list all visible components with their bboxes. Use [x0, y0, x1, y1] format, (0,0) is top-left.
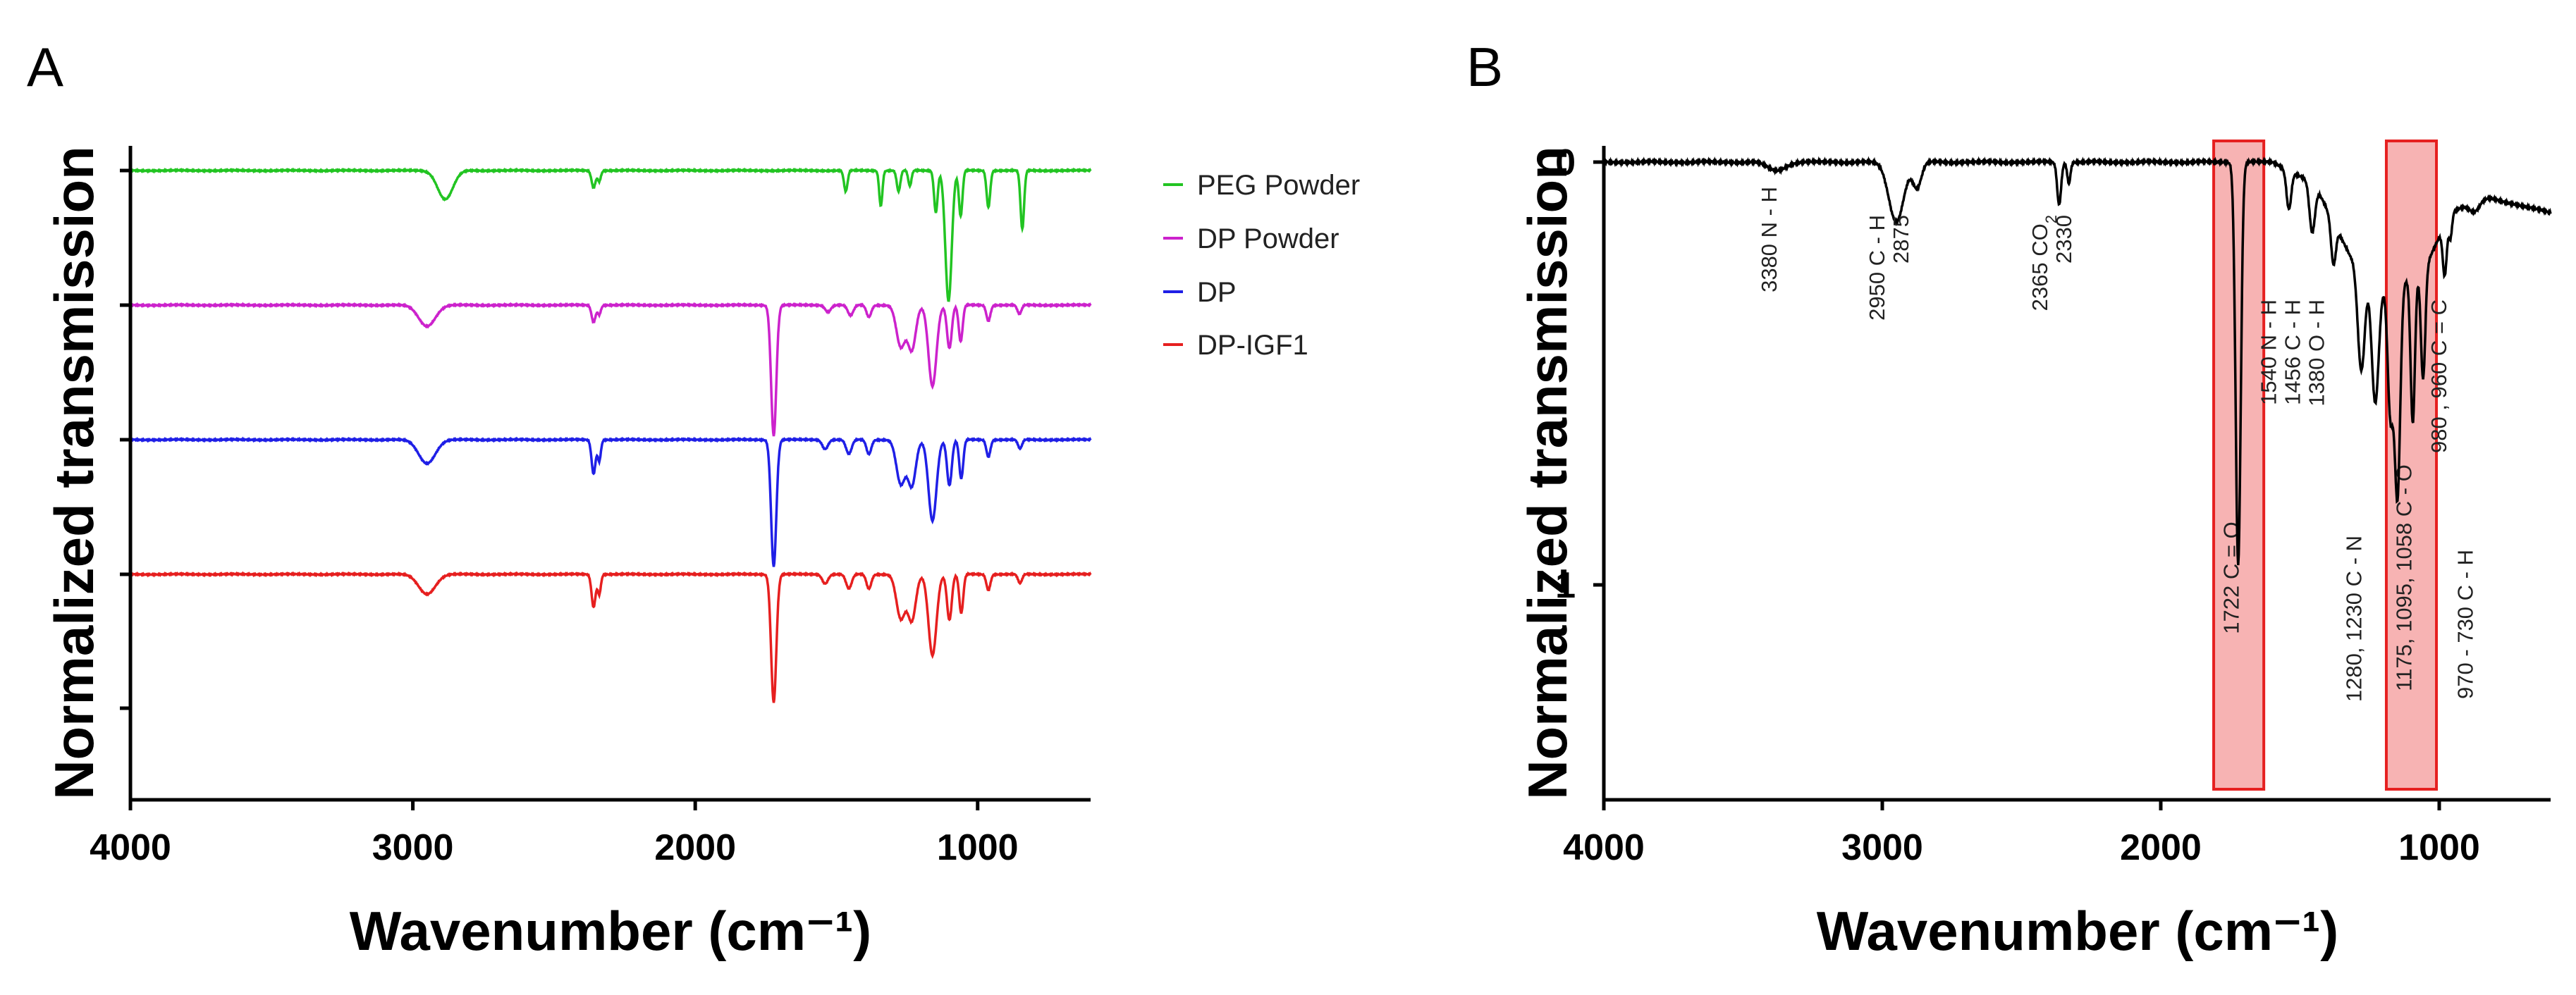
panel-b-x-ticks: 4000 3000 2000 1000	[1563, 800, 2480, 868]
peak-annotation-3-1: 1456 C - H	[2281, 299, 2305, 405]
panel-a-x-ticks: 4000 3000 2000 1000	[90, 800, 1019, 868]
panel-b-annotations: 3380 N - H 2950 C - H 2875 2365 CO223301540…	[1757, 187, 2478, 702]
peak-annotation-0-0: 3380 N - H	[1757, 187, 1781, 292]
x-tick-label-2000: 2000	[654, 827, 736, 868]
series-line-dp-igf1	[129, 571, 1092, 703]
x-tick-label-3000: 3000	[1841, 827, 1923, 868]
series-line-dp	[129, 436, 1092, 567]
highlight-region-0	[2212, 140, 2266, 791]
legend-label-dp-powder: DP Powder	[1197, 223, 1339, 254]
panel-b-letter: B	[1466, 36, 1503, 98]
panel-a-x-axis-title: Wavenumber (cm⁻¹)	[350, 900, 871, 962]
panel-a-series-group	[129, 167, 1092, 703]
panel-b: B 1722 C = O 1175, 1095, 1058 C - O 3380 …	[1466, 36, 2552, 962]
series-line-dp-powder	[129, 302, 1092, 437]
peak-annotation-1-1: 2875	[1889, 215, 1913, 264]
panel-a-y-axis-title: Normalized transmission	[43, 146, 105, 800]
x-tick-label-4000: 4000	[1563, 827, 1645, 868]
x-tick-label-1000: 1000	[2398, 827, 2480, 868]
panel-b-y-ticks: 01	[1555, 142, 1604, 606]
highlight-label-1: 1175, 1095, 1058 C - O	[2392, 464, 2417, 691]
x-tick-label-2000: 2000	[2120, 827, 2202, 868]
peak-annotation-3-0: 1540 N - H	[2257, 299, 2281, 405]
panel-a-legend: PEG Powder DP Powder DP DP-IGF1	[1163, 170, 1360, 361]
peak-annotation-3-2: 1380 O - H	[2305, 299, 2329, 407]
peak-annotation-1-0: 2950 C - H	[1865, 215, 1889, 321]
peak-annotation-2-1: 2330	[2051, 215, 2076, 264]
panel-a-letter: A	[27, 36, 63, 98]
peak-annotation-6-0: 970 - 730 C - H	[2453, 550, 2477, 699]
panel-b-x-axis-title: Wavenumber (cm⁻¹)	[1817, 900, 2338, 962]
legend-label-dp: DP	[1197, 277, 1237, 308]
series-line-spectrum	[1602, 156, 2552, 566]
legend-label-dp-igf1: DP-IGF1	[1197, 330, 1308, 361]
y-tick-label-0: 0	[1555, 142, 1576, 183]
panel-a-y-ticks	[120, 168, 130, 710]
y-tick-label-1: 1	[1555, 565, 1576, 606]
panel-b-y-axis-title: Normalized transmission	[1516, 146, 1578, 800]
highlight-region-1	[2384, 140, 2439, 791]
peak-annotation-subscript: 2	[2042, 215, 2059, 223]
legend-label-peg-powder: PEG Powder	[1197, 170, 1360, 201]
peak-annotation-4-0: 1280, 1230 C - N	[2341, 536, 2366, 702]
panel-a-x-axis-title-main: Wavenumber (cm⁻¹)	[350, 900, 871, 962]
panel-a: A PEG Powder DP Powder DP DP-IGF1 4000 3000 2…	[27, 36, 1360, 962]
x-tick-label-1000: 1000	[937, 827, 1019, 868]
x-tick-label-4000: 4000	[90, 827, 171, 868]
series-line-peg-powder	[129, 167, 1092, 302]
panel-b-highlight-regions: 1722 C = O 1175, 1095, 1058 C - O	[2212, 140, 2439, 791]
x-tick-label-3000: 3000	[372, 827, 454, 868]
panel-b-series-group	[1602, 156, 2552, 566]
peak-annotation-5-0: 980 , 960 C = C	[2427, 299, 2451, 453]
